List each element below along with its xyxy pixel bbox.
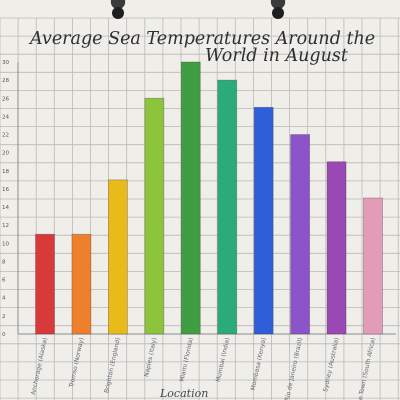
y-tick-label: 26: [2, 96, 10, 102]
x-tick-label: Brighton (England): [103, 337, 122, 394]
y-tick-label: 6: [2, 278, 6, 284]
title-line-1: Average Sea Temperatures Around the: [28, 29, 375, 49]
bar: [363, 197, 383, 335]
bars: [35, 61, 383, 335]
bar: [35, 233, 55, 335]
y-tick-label: 14: [2, 205, 10, 211]
bar: [144, 97, 165, 335]
bar: [71, 233, 92, 335]
binder-hole: [112, 7, 124, 19]
binder-ring: [110, 0, 126, 9]
x-tick-label: Rio de Janeiro (Brazil): [284, 337, 304, 400]
y-tick-label: 0: [2, 332, 6, 338]
y-tick-label: 20: [2, 151, 10, 157]
bar: [326, 161, 347, 335]
bar: [290, 134, 311, 335]
y-tick-label: 24: [2, 114, 10, 120]
y-tick-label: 18: [2, 169, 10, 175]
y-tick-label: 10: [2, 241, 10, 247]
chart-title: Average Sea Temperatures Around the Worl…: [28, 29, 375, 66]
y-tick-label: 2: [2, 314, 6, 320]
binder-rings: [110, 0, 286, 19]
bar: [180, 61, 201, 335]
x-tick-label: Sydney (Australia): [322, 337, 340, 393]
y-tick-label: 16: [2, 187, 10, 193]
y-tick-label: 30: [2, 60, 10, 66]
binder-ring: [270, 0, 286, 9]
x-tick-label: Cape Town (South Africa): [354, 337, 377, 400]
y-tick-label: 12: [2, 223, 9, 229]
title-line-2: World in August: [205, 46, 349, 66]
y-tick-label: 8: [2, 259, 6, 265]
x-tick-label: Mombasa (Kenya): [250, 337, 268, 391]
bar: [217, 79, 238, 335]
x-tick-label: Anchorage (Alaska): [30, 337, 49, 396]
bar: [107, 179, 128, 335]
binder-hole: [272, 7, 284, 19]
x-tick-label: Tromso (Norway): [68, 337, 86, 389]
x-tick-label: Naples (Italy): [143, 337, 158, 378]
x-axis-label: Location: [159, 387, 208, 400]
y-tick-label: 4: [2, 296, 6, 302]
y-tick-label: 22: [2, 133, 9, 139]
y-tick-label: 28: [2, 78, 10, 84]
bar: [253, 106, 274, 335]
